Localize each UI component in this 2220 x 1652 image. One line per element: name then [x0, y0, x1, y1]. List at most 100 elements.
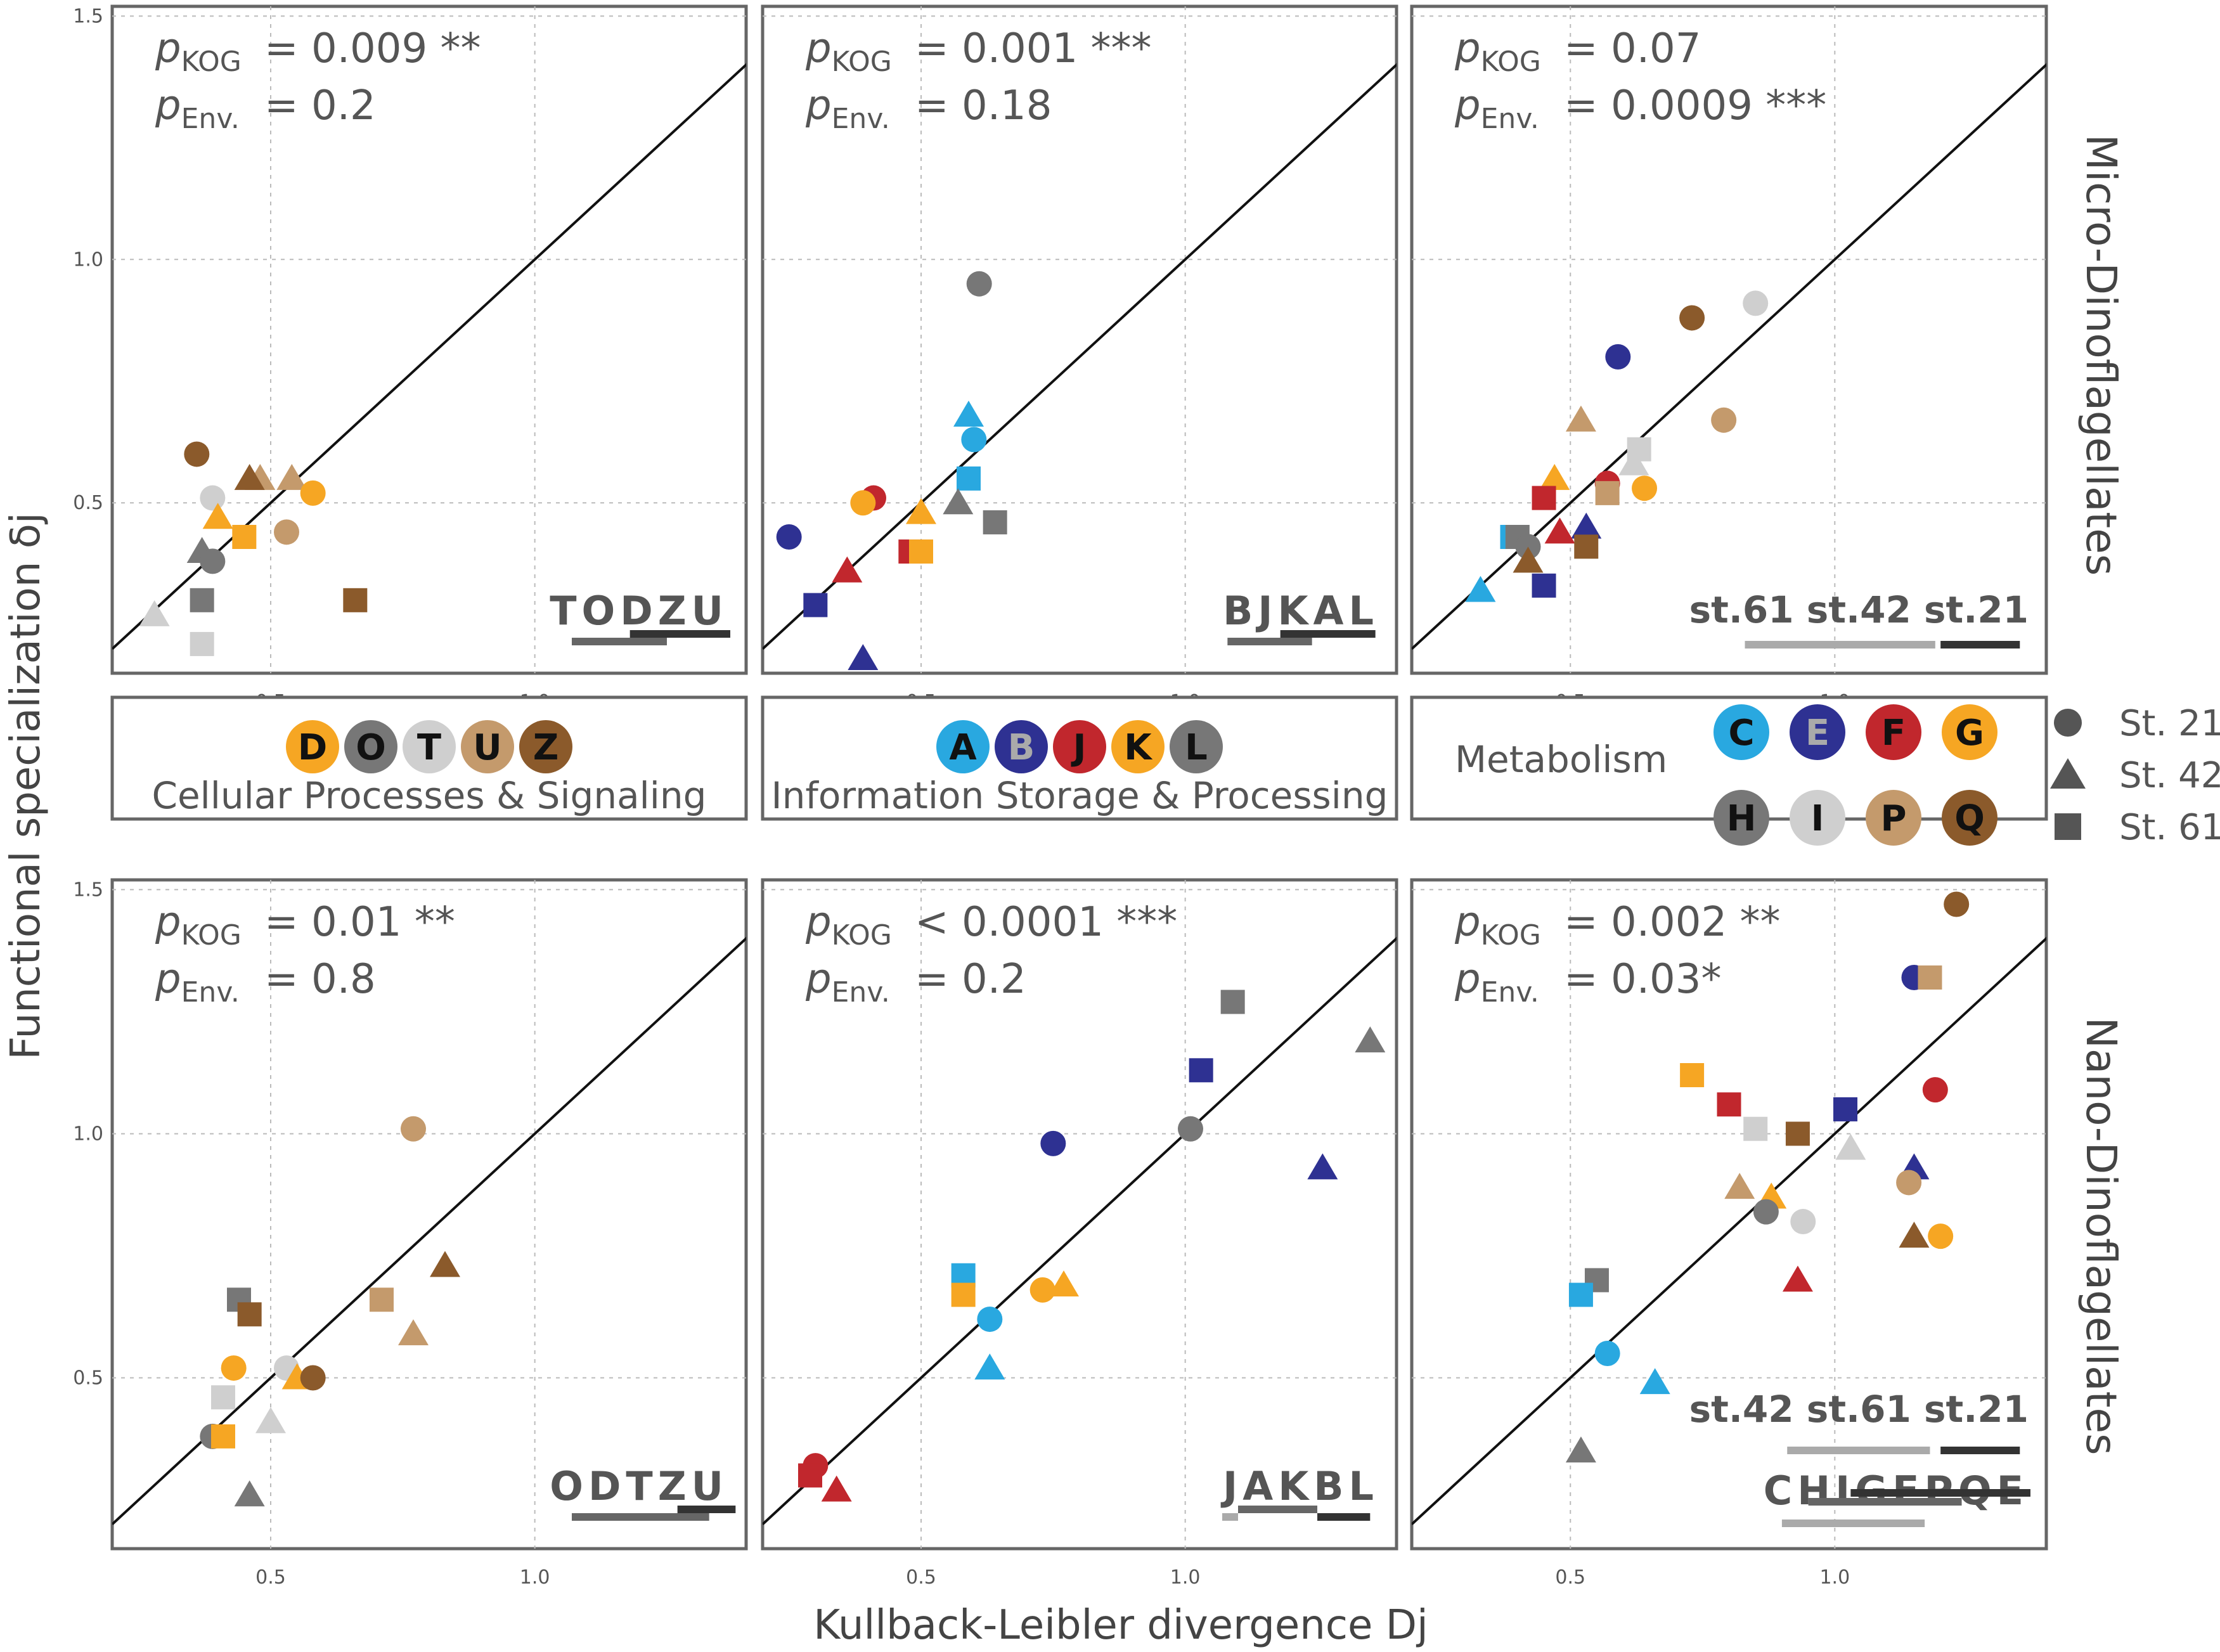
station-label: St. 61	[2119, 807, 2220, 848]
point-G-circle	[1928, 1223, 1954, 1249]
legend-badge-P	[1866, 790, 1921, 846]
point-B-square	[803, 593, 828, 617]
p-values: pKOG = 0.001 *** pEnv. = 0.18	[805, 25, 1152, 135]
legend-badge-T	[403, 720, 456, 773]
station-order-label: st.61 st.42 st.21	[1689, 588, 2029, 631]
point-L-circle	[1178, 1116, 1203, 1142]
station-label: St. 21	[2119, 703, 2220, 744]
legend-letter: D	[298, 727, 327, 768]
x-axis-title: Kullback-Leibler divergence Dj	[813, 1602, 1428, 1649]
p-values: pKOG < 0.0001 *** pEnv. = 0.2	[805, 899, 1177, 1009]
p-kog-value: = 0.01 **	[264, 899, 455, 946]
panel-frame	[761, 4, 1398, 675]
p-values: pKOG = 0.07 pEnv. = 0.0009 ***	[1454, 25, 1826, 135]
legend-group-title: Cellular Processes & Signaling	[152, 774, 707, 817]
point-P-circle	[1711, 407, 1737, 433]
kog-order-label: BJKAL	[1223, 588, 1379, 634]
point-L-triangle	[943, 488, 974, 515]
legend-group-title: Metabolism	[1455, 738, 1667, 781]
p-values: pKOG = 0.01 ** pEnv. = 0.8	[155, 899, 455, 1009]
point-H-circle	[1515, 534, 1541, 560]
x-tick-label: 1.0	[520, 1566, 550, 1589]
p-kog-value: = 0.07	[1564, 25, 1701, 72]
legend-badge-L	[1170, 720, 1223, 773]
point-Q-triangle	[1513, 546, 1544, 573]
point-J-triangle	[821, 1475, 852, 1502]
legend-letter: K	[1124, 727, 1153, 768]
point-Q-circle	[1944, 891, 1970, 917]
p-env-label: pEnv.	[1454, 82, 1539, 135]
station-marker-triangle	[2050, 758, 2086, 789]
point-D-circle	[300, 480, 326, 506]
point-B-circle	[1040, 1130, 1066, 1156]
identity-line	[112, 63, 746, 650]
point-H-triangle	[1565, 1436, 1596, 1462]
point-I-circle	[1790, 1209, 1816, 1235]
p-kog-label: pKOG	[805, 899, 892, 952]
point-U-square	[370, 1287, 394, 1312]
point-K-circle	[1029, 1277, 1055, 1303]
legend-group-1: D O T U Z Cellular Processes & Signaling	[110, 695, 748, 821]
legend-letter: E	[1805, 713, 1830, 754]
point-B-triangle	[848, 643, 879, 670]
point-A-circle	[961, 427, 987, 453]
legend-letter: H	[1727, 798, 1757, 839]
p-kog-label: pKOG	[805, 25, 892, 78]
panel-nano-csp: 0.5 1.0 0.5 1.0 1.5 pKOG = 0.01 ** pEnv. = 0.8 OD…	[73, 878, 748, 1589]
legend-badge-U	[461, 720, 514, 773]
legend-group-3: Metabolism C E F G H I P Q	[1410, 695, 2048, 846]
point-Z-triangle	[430, 1251, 460, 1277]
point-P-square	[1918, 965, 1942, 990]
legend-letter: Q	[1954, 798, 1985, 839]
point-P-triangle	[1565, 405, 1596, 432]
p-env-label: pEnv.	[155, 82, 240, 135]
point-Q-circle	[1679, 305, 1705, 331]
legend-letter: C	[1728, 713, 1754, 754]
point-K-circle	[850, 490, 876, 516]
legend-letter: T	[417, 727, 441, 768]
p-kog-value: = 0.001 ***	[915, 25, 1152, 72]
point-B-square	[1189, 1058, 1213, 1083]
station-label: St. 42	[2119, 755, 2220, 796]
point-B-circle	[776, 524, 802, 550]
point-Z-square	[237, 1302, 262, 1327]
identity-line	[112, 936, 746, 1525]
y-tick-label: 1.0	[73, 1123, 103, 1145]
point-D-circle	[221, 1355, 247, 1381]
point-G-circle	[1632, 475, 1658, 501]
point-K-square	[951, 1282, 976, 1307]
legend-letter: P	[1880, 798, 1906, 839]
point-T-circle	[200, 485, 226, 511]
legend-badge-Z	[519, 720, 572, 773]
station-order-label: st.42 st.61 st.21	[1689, 1388, 2029, 1431]
p-kog-value: = 0.009 **	[264, 25, 481, 72]
legend-badge-H	[1713, 790, 1769, 846]
legend-badge-J	[1053, 720, 1106, 773]
point-P-circle	[1896, 1170, 1922, 1196]
p-env-value: = 0.0009 ***	[1564, 82, 1826, 129]
point-I-circle	[1743, 290, 1769, 316]
legend-badge-K	[1111, 720, 1165, 773]
station-marker-circle	[2054, 709, 2082, 737]
point-F-square	[1717, 1092, 1741, 1117]
p-kog-label: pKOG	[155, 25, 242, 78]
point-A-triangle	[974, 1353, 1005, 1380]
point-U-circle	[401, 1116, 426, 1142]
point-Q-square	[1574, 534, 1599, 559]
p-env-value: = 0.03*	[1564, 956, 1721, 1003]
panel-frame	[761, 878, 1398, 1551]
p-env-label: pEnv.	[805, 82, 890, 135]
legend-badge-Q	[1942, 790, 1997, 846]
legend-letter: O	[356, 727, 386, 768]
point-T-square	[211, 1385, 235, 1410]
point-D-triangle	[202, 503, 233, 529]
point-J-triangle	[832, 556, 863, 583]
point-H-circle	[1753, 1199, 1779, 1225]
point-D-square	[211, 1424, 235, 1449]
point-G-square	[1680, 1063, 1705, 1088]
legend-badge-C	[1713, 704, 1769, 760]
legend-badge-A	[936, 720, 990, 773]
legend-letter: J	[1071, 727, 1087, 768]
